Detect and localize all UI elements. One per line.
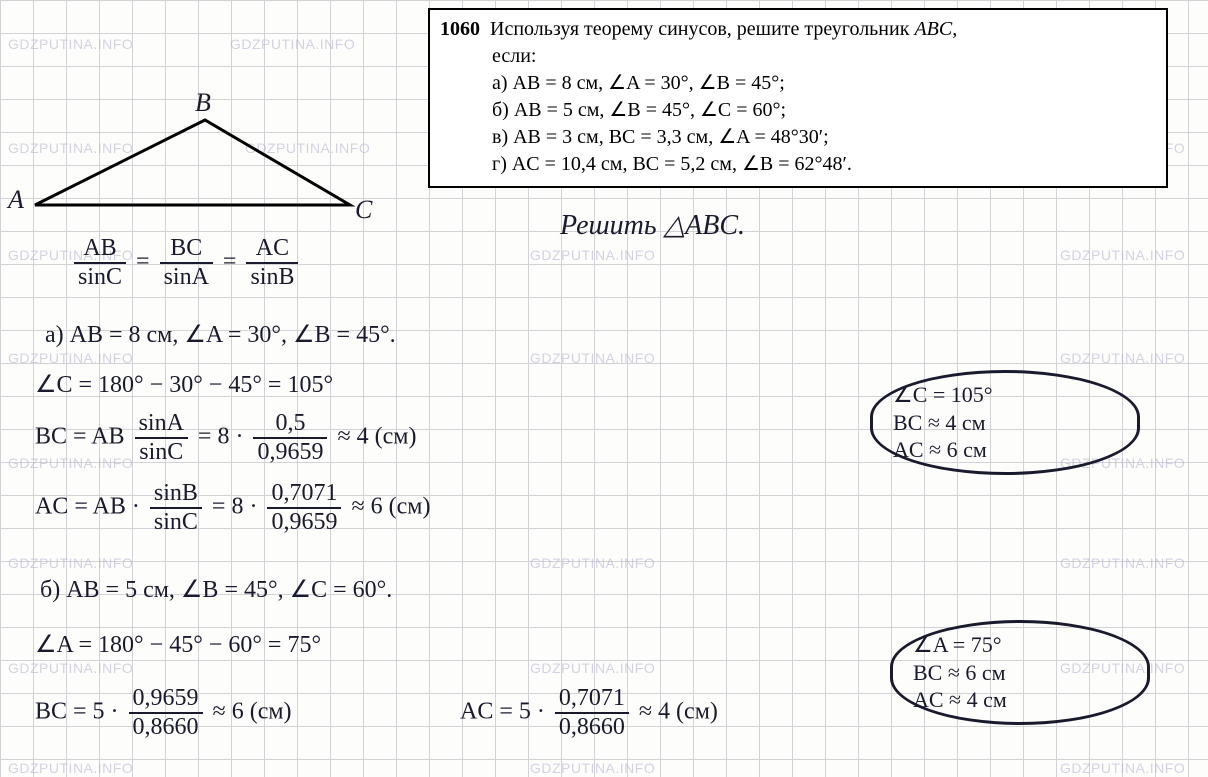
watermark: GDZPUTINA.INFO xyxy=(8,555,133,571)
solve-label: Решить △ABC. xyxy=(560,208,745,242)
answer-a: ∠C = 105° BC ≈ 4 см AC ≈ 6 см xyxy=(870,370,1140,475)
answer-a-line: BC ≈ 4 см xyxy=(893,409,1117,437)
answer-b: ∠A = 75° BC ≈ 6 см AC ≈ 4 см xyxy=(890,620,1150,725)
vertex-c: C xyxy=(355,195,372,225)
part-b-given: б) AB = 5 см, ∠B = 45°, ∠C = 60°. xyxy=(40,575,392,604)
watermark: GDZPUTINA.INFO xyxy=(8,660,133,676)
answer-b-line: ∠A = 75° xyxy=(913,631,1127,659)
law-of-sines: ABsinC = BCsinA = ACsinB xyxy=(70,235,302,291)
part-a-ac: AC = AB · sinBsinC = 8 · 0,70710,9659 ≈ … xyxy=(35,480,430,536)
problem-statement: 1060 Используя теорему синусов, решите т… xyxy=(428,8,1168,188)
watermark: GDZPUTINA.INFO xyxy=(530,555,655,571)
watermark: GDZPUTINA.INFO xyxy=(8,350,133,366)
watermark: GDZPUTINA.INFO xyxy=(530,660,655,676)
problem-if: если: xyxy=(492,45,537,67)
part-a-bc: BC = AB sinAsinC = 8 · 0,50,9659 ≈ 4 (см… xyxy=(35,410,416,466)
watermark: GDZPUTINA.INFO xyxy=(530,247,655,263)
part-a-anglec: ∠C = 180° − 30° − 45° = 105° xyxy=(35,370,333,399)
problem-item-a: а) AB = 8 см, ∠A = 30°, ∠B = 45°; xyxy=(492,72,785,94)
problem-triangle-name: ABC xyxy=(914,18,952,40)
problem-text: Используя теорему синусов, решите треуго… xyxy=(490,18,909,40)
watermark: GDZPUTINA.INFO xyxy=(1060,555,1185,571)
part-b-bc: BC = 5 · 0,96590,8660 ≈ 6 (см) xyxy=(35,685,292,741)
triangle-diagram xyxy=(20,110,380,230)
problem-item-c: в) AB = 3 см, BC = 3,3 см, ∠A = 48°30′; xyxy=(492,126,829,148)
watermark: GDZPUTINA.INFO xyxy=(530,350,655,366)
watermark: GDZPUTINA.INFO xyxy=(530,760,655,776)
answer-a-line: ∠C = 105° xyxy=(893,381,1117,409)
answer-b-line: AC ≈ 4 см xyxy=(913,686,1127,714)
watermark: GDZPUTINA.INFO xyxy=(1060,350,1185,366)
watermark: GDZPUTINA.INFO xyxy=(1060,760,1185,776)
part-b-anglea: ∠A = 180° − 45° − 60° = 75° xyxy=(35,630,321,659)
problem-item-d: г) AC = 10,4 см, BC = 5,2 см, ∠B = 62°48… xyxy=(492,153,852,175)
vertex-a: A xyxy=(8,185,24,215)
problem-number: 1060 xyxy=(440,18,480,40)
watermark: GDZPUTINA.INFO xyxy=(230,36,355,52)
vertex-b: B xyxy=(195,88,211,118)
part-b-ac: AC = 5 · 0,70710,8660 ≈ 4 (см) xyxy=(460,685,718,741)
watermark: GDZPUTINA.INFO xyxy=(8,36,133,52)
problem-item-b: б) AB = 5 см, ∠B = 45°, ∠C = 60°; xyxy=(492,99,786,121)
answer-a-line: AC ≈ 6 см xyxy=(893,436,1117,464)
watermark: GDZPUTINA.INFO xyxy=(1060,247,1185,263)
part-a-given: а) AB = 8 см, ∠A = 30°, ∠B = 45°. xyxy=(45,320,396,349)
answer-b-line: BC ≈ 6 см xyxy=(913,659,1127,687)
watermark: GDZPUTINA.INFO xyxy=(8,760,133,776)
